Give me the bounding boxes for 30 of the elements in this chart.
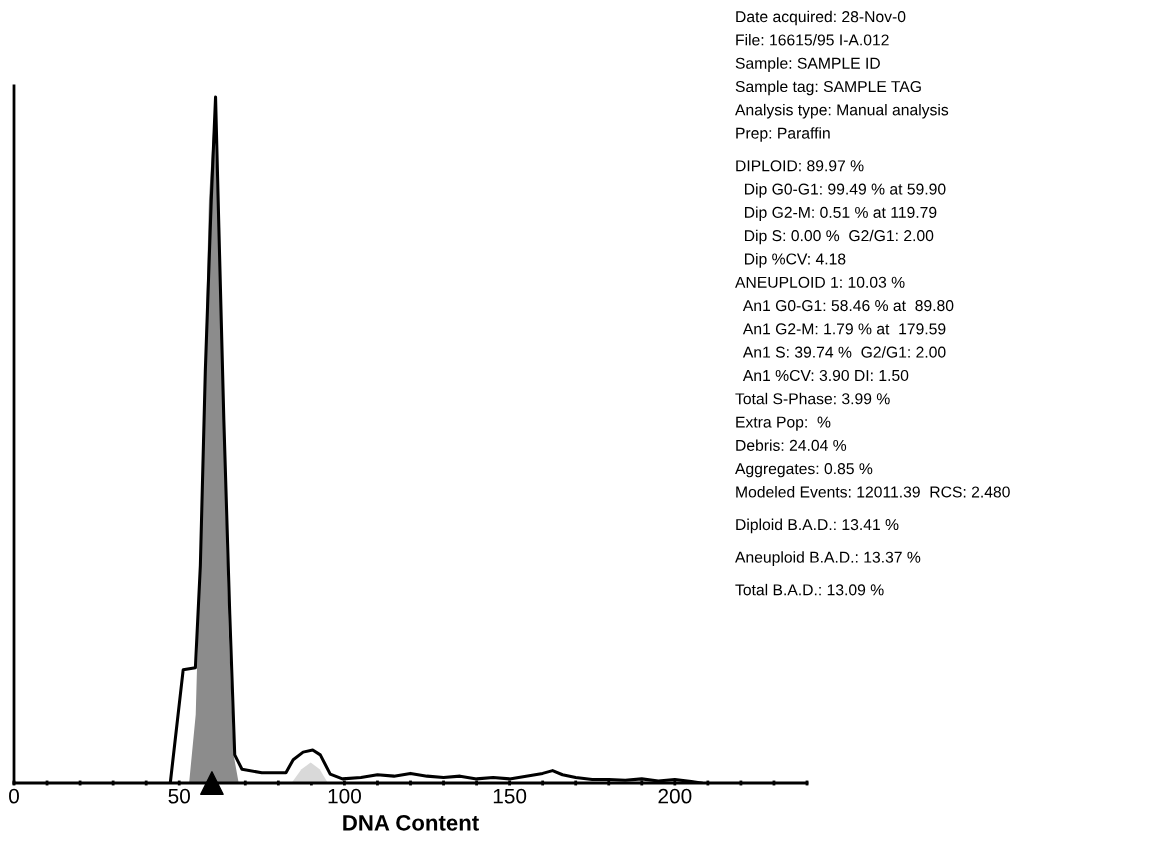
annotation: Aggregates: 0.85 % [735,463,873,478]
annotation: Debris: 24.04 % [736,439,847,451]
annotation: Modeled Events: 12011.39 RCS: 2.480 [736,486,1010,498]
x-tick-label: 0 [9,788,19,804]
annotation: Dip S: 0.00 % G2/G1: 2.00 [745,229,934,245]
annotation: ANEUPLOID 1: 10.03 % [735,276,905,288]
x-tick-label: 50 [168,788,190,804]
text: Date acquired: 28-Nov-0 [736,10,906,26]
x-tick-label: 150 [493,788,527,804]
x-tick-label: 100 [328,788,361,804]
annotation: Diploid B.A.D.: 13.41 % [736,518,899,534]
annotation: Analysis type: Manual analysis [735,103,949,119]
text: File: 16615/95 I-A.012 [736,33,889,46]
annotation: Dip G0-G1: 99.49 % at 59.90 [745,183,946,198]
annotation: An1 %CV: 3.90 DI: 1.50 [742,369,909,382]
text: Sample: SAMPLE ID [735,57,880,72]
annotation: Aneuploid B.A.D.: 13.37 % [735,551,921,566]
x-tick-label: 200 [658,788,692,804]
annotation: Dip G2-M: 0.51 % at 119.79 [745,206,937,222]
x-axis-title: DNA Content [343,814,479,831]
annotation: Total B.A.D.: 13.09 % [735,583,884,596]
annotation: An1 G0-G1: 58.46 % at 89.80 [742,300,954,312]
annotation: Total S-Phase: 3.99 % [735,392,890,405]
annotation: An1 G2-M: 1.79 % at 179.59 [742,323,946,335]
annotation: Dip %CV: 4.18 [745,253,846,268]
annotation: Extra Pop: % [736,416,831,431]
text: Sample tag: SAMPLE TAG [735,80,921,96]
annotation: An1 S: 39.74 % G2/G1: 2.00 [742,346,946,358]
annotation: DIPLOID: 89.97 % [736,160,864,172]
annotation: Prep: Paraffin [736,127,830,142]
